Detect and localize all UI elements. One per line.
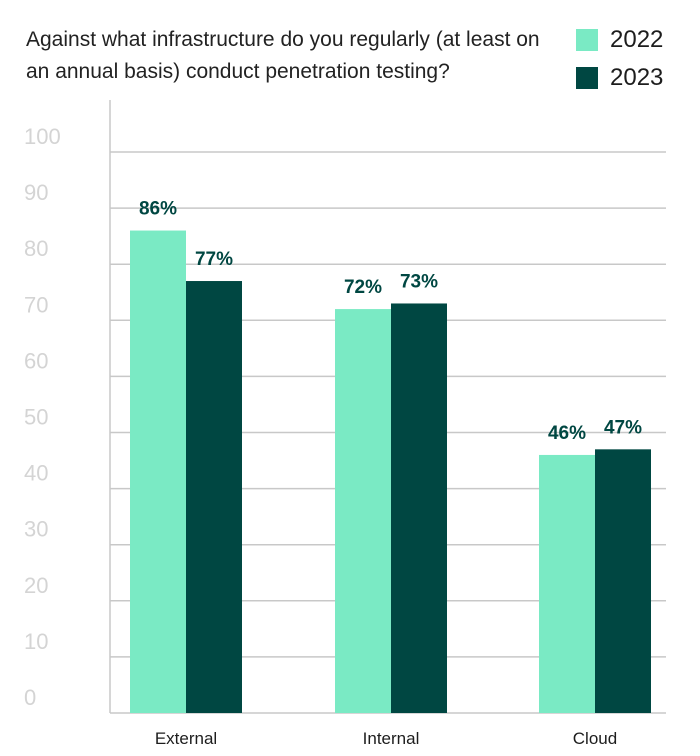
legend-label-2023: 2023	[610, 64, 664, 91]
y-tick-label: 20	[24, 573, 48, 598]
bar-2023-external	[186, 281, 242, 713]
y-tick-label: 100	[24, 124, 61, 149]
y-tick-label: 50	[24, 405, 48, 430]
legend-item-2023: 2023	[576, 64, 663, 92]
y-tick-label: 0	[24, 685, 36, 710]
y-tick-label: 60	[24, 348, 48, 373]
x-tick-label: Cloud	[573, 729, 617, 748]
data-label: 47%	[604, 417, 642, 438]
data-label: 86%	[139, 199, 177, 220]
y-tick-label: 30	[24, 517, 48, 542]
y-tick-label: 90	[24, 180, 48, 205]
bar-2022-internal	[335, 309, 391, 713]
data-label: 77%	[195, 249, 233, 270]
legend-item-2022: 2022	[576, 26, 663, 54]
x-tick-label: Internal	[363, 729, 420, 748]
legend-swatch-2023	[576, 67, 598, 89]
x-tick-label: External	[155, 729, 217, 748]
y-tick-label: 80	[24, 236, 48, 261]
chart-title: Against what infrastructure do you regul…	[26, 28, 540, 83]
data-label: 46%	[548, 423, 586, 444]
legend-swatch-2022	[576, 29, 598, 51]
legend-label-2022: 2022	[610, 26, 664, 53]
data-label: 72%	[344, 277, 382, 298]
data-label: 73%	[400, 271, 438, 292]
bar-2023-internal	[391, 303, 447, 713]
y-tick-label: 70	[24, 292, 48, 317]
y-tick-label: 40	[24, 461, 48, 486]
bar-2022-cloud	[539, 454, 595, 713]
bar-2022-external	[130, 230, 186, 714]
bar-2023-cloud	[595, 449, 651, 713]
y-tick-label: 10	[24, 629, 48, 654]
